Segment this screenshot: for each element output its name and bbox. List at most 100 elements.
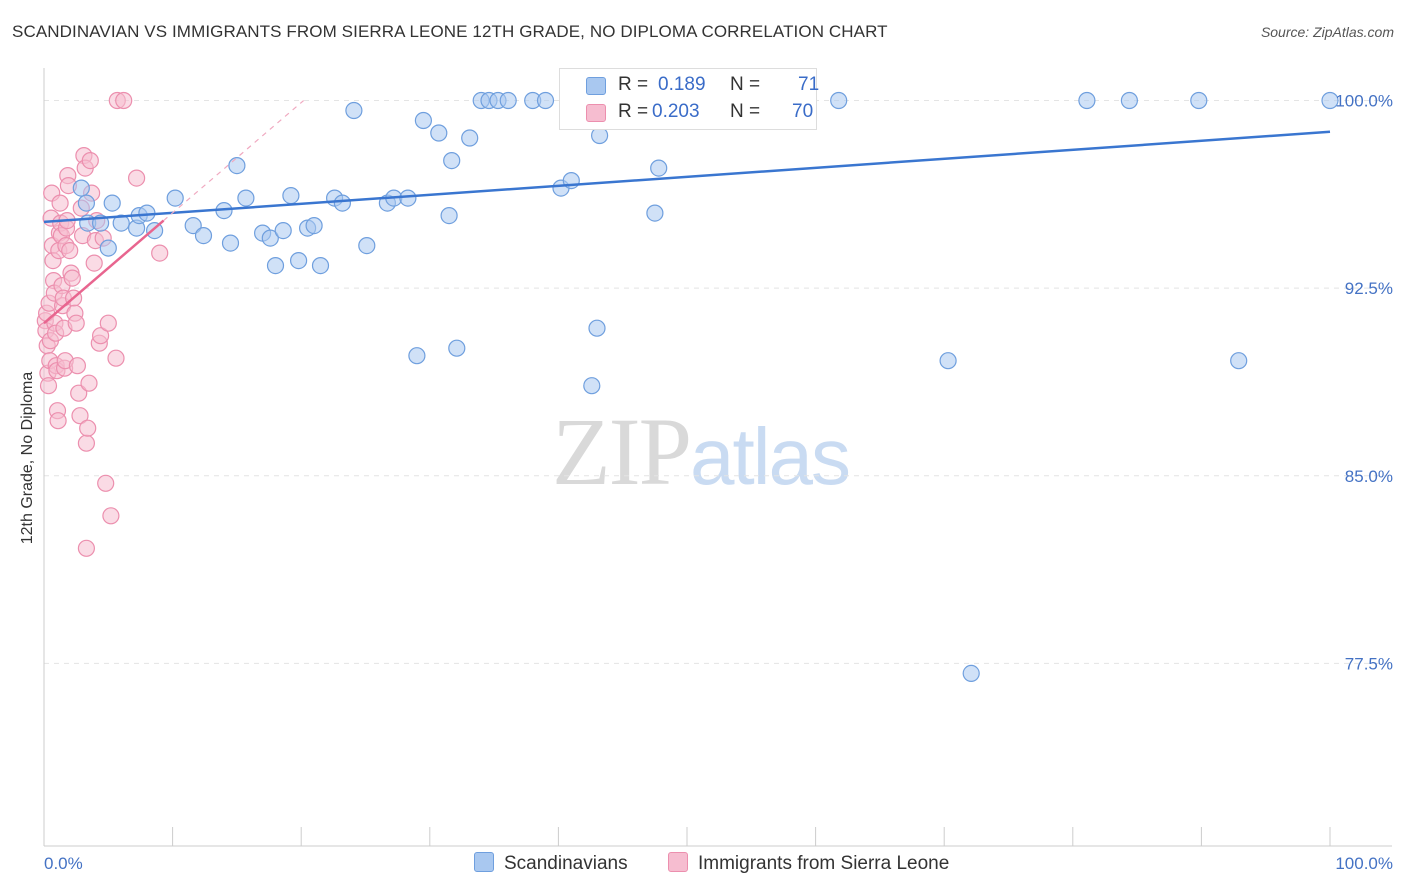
scandinavian-point bbox=[228, 157, 246, 175]
scandinavian-point bbox=[536, 91, 555, 110]
sierra-leone-point bbox=[107, 349, 125, 367]
scandinavian-point bbox=[274, 222, 292, 240]
scandinavian-point bbox=[408, 347, 426, 365]
scandinavian-point bbox=[1078, 91, 1096, 110]
legend-swatch-pink bbox=[586, 104, 606, 122]
scandinavian-point bbox=[166, 189, 184, 207]
legend-swatch-blue bbox=[474, 852, 494, 872]
sierra-leone-point bbox=[102, 507, 120, 525]
scandinavian-point bbox=[583, 377, 601, 395]
sierra-leone-point bbox=[151, 244, 169, 262]
sierra-leone-point bbox=[115, 91, 133, 110]
axes bbox=[43, 68, 1392, 847]
sierra-leone-point bbox=[80, 374, 98, 392]
scandinavian-point bbox=[414, 111, 432, 130]
scandinavian-point bbox=[221, 234, 240, 252]
sierra-leone-trend-extension bbox=[163, 100, 305, 222]
scandinavian-point bbox=[333, 194, 351, 212]
scandinavian-point bbox=[237, 189, 255, 207]
scandinavian-point bbox=[290, 252, 308, 270]
scandinavian-point bbox=[266, 257, 285, 275]
scandinavian-point bbox=[646, 204, 664, 222]
sierra-leone-point bbox=[39, 377, 58, 395]
sierra-leone-point bbox=[49, 412, 67, 430]
scandinavian-point bbox=[311, 257, 330, 275]
y-tick-label: 85.0% bbox=[1345, 467, 1393, 486]
legend-item-scandinavians: Scandinavians bbox=[474, 852, 628, 875]
sierra-leone-point bbox=[77, 539, 96, 557]
scandinavian-point bbox=[461, 129, 479, 147]
sierra-leone-point bbox=[128, 169, 146, 187]
legend-n-label: N = bbox=[730, 101, 761, 122]
scandinavian-point bbox=[1321, 91, 1339, 110]
sierra-leone-point bbox=[79, 419, 97, 437]
y-tick-label: 77.5% bbox=[1345, 654, 1393, 673]
sierra-leone-point bbox=[70, 384, 88, 402]
sierra-leone-point bbox=[99, 314, 117, 332]
scandinavian-point bbox=[194, 227, 213, 245]
scandinavian-point bbox=[650, 159, 668, 177]
series-scandinavians-points bbox=[72, 91, 1339, 683]
scandinavian-point bbox=[440, 207, 458, 225]
scandinavians-trend-line bbox=[43, 130, 1331, 224]
scandinavian-point bbox=[358, 237, 376, 255]
sierra-leone-point bbox=[81, 152, 99, 170]
scandinavian-point bbox=[112, 214, 130, 232]
legend-n-label: N = bbox=[730, 74, 761, 95]
watermark: ZIPatlas bbox=[552, 396, 851, 507]
scandinavian-point bbox=[184, 217, 202, 235]
sierra-leone-point bbox=[68, 357, 87, 375]
tick-labels: 100.0% 92.5% 85.0% 77.5% 0.0% 100.0% bbox=[44, 92, 1393, 873]
scandinavian-point bbox=[345, 101, 363, 120]
scandinavian-point bbox=[443, 152, 461, 170]
scandinavian-point bbox=[448, 339, 466, 357]
scandinavian-point bbox=[830, 91, 848, 110]
watermark-zip: ZIP bbox=[552, 398, 692, 505]
sierra-leone-point bbox=[63, 269, 81, 287]
scandinavian-point bbox=[1120, 91, 1139, 110]
x-tick-label: 0.0% bbox=[44, 854, 83, 873]
y-axis-label: 12th Grade, No Diploma bbox=[19, 372, 36, 545]
scandinavian-point bbox=[1230, 352, 1248, 370]
y-tick-label: 92.5% bbox=[1345, 279, 1393, 298]
legend-label-sierra-leone: Immigrants from Sierra Leone bbox=[698, 853, 950, 874]
legend-swatch-blue bbox=[586, 77, 606, 95]
scandinavian-point bbox=[1190, 91, 1208, 110]
scandinavian-point bbox=[146, 222, 164, 240]
legend-item-sierra-leone: Immigrants from Sierra Leone bbox=[668, 852, 949, 875]
chart-title: SCANDINAVIAN VS IMMIGRANTS FROM SIERRA L… bbox=[12, 22, 888, 41]
sierra-leone-point bbox=[67, 314, 85, 332]
source-credit: Source: ZipAtlas.com bbox=[1260, 24, 1394, 40]
scandinavian-point bbox=[939, 352, 957, 370]
legend-r-value: 0.203 bbox=[652, 101, 700, 122]
scandinavian-point bbox=[72, 179, 90, 197]
sierra-leone-point bbox=[51, 194, 69, 212]
scandinavian-point bbox=[399, 189, 417, 207]
trend-lines bbox=[43, 100, 1331, 325]
sierra-leone-point bbox=[91, 327, 110, 345]
scandinavian-point bbox=[962, 664, 980, 683]
scandinavian-point bbox=[282, 187, 300, 205]
scandinavian-point bbox=[103, 194, 121, 212]
sierra-leone-point bbox=[85, 254, 103, 272]
scandinavian-point bbox=[305, 217, 323, 235]
scandinavian-point bbox=[261, 229, 279, 247]
scandinavian-point bbox=[430, 124, 448, 142]
y-tick-label: 100.0% bbox=[1335, 92, 1393, 111]
legend-r-label: R = bbox=[618, 74, 649, 95]
sierra-leone-point bbox=[97, 474, 115, 492]
legend-r-value: 0.189 bbox=[658, 74, 706, 95]
grid-lines bbox=[44, 100, 1392, 664]
legend-swatch-pink bbox=[668, 852, 688, 872]
legend-n-value: 71 bbox=[798, 74, 820, 95]
scandinavian-point bbox=[499, 91, 517, 110]
scandinavian-point bbox=[77, 194, 96, 212]
sierra-leone-trend-line bbox=[43, 219, 165, 325]
legend-n-value: 70 bbox=[792, 101, 814, 122]
watermark-atlas: atlas bbox=[690, 412, 851, 501]
legend-r-label: R = bbox=[618, 101, 649, 122]
sierra-leone-point bbox=[61, 242, 79, 260]
scandinavian-point bbox=[99, 239, 117, 257]
x-tick-label: 100.0% bbox=[1335, 854, 1393, 873]
